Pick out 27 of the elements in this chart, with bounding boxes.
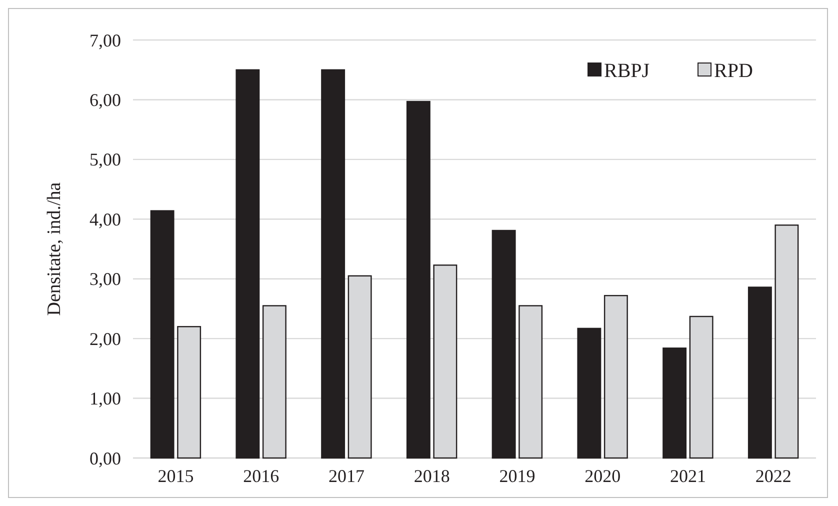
x-tick-label: 2015 [158, 466, 194, 486]
y-tick-label: 4,00 [90, 209, 121, 230]
x-tick-label: 2021 [670, 466, 706, 486]
bar [236, 69, 260, 459]
y-tick-label: 3,00 [90, 269, 121, 290]
bar [492, 230, 516, 459]
x-tick-label: 2017 [328, 466, 364, 486]
legend-label: RBPJ [604, 60, 650, 82]
y-tick-label: 1,00 [90, 388, 121, 409]
bar [406, 100, 430, 459]
y-tick-label: 5,00 [90, 150, 121, 170]
bar [662, 348, 687, 459]
y-tick-label: 2,00 [90, 328, 121, 349]
x-tick-label: 2019 [499, 466, 536, 486]
y-axis-title: Densitate, ind./ha [44, 182, 65, 316]
x-tick-label: 2018 [414, 466, 450, 486]
y-tick-label: 6,00 [90, 90, 121, 110]
y-tick-label: 7,00 [90, 30, 121, 50]
bar [577, 328, 602, 459]
y-tick-label: 0,00 [90, 448, 121, 468]
x-tick-label: 2022 [755, 466, 792, 486]
x-tick-label: 2020 [584, 466, 621, 486]
bar [150, 210, 174, 459]
x-tick-label: 2016 [243, 466, 280, 486]
legend-label: RPD [714, 60, 753, 82]
bar [748, 286, 772, 459]
bar [321, 69, 346, 459]
